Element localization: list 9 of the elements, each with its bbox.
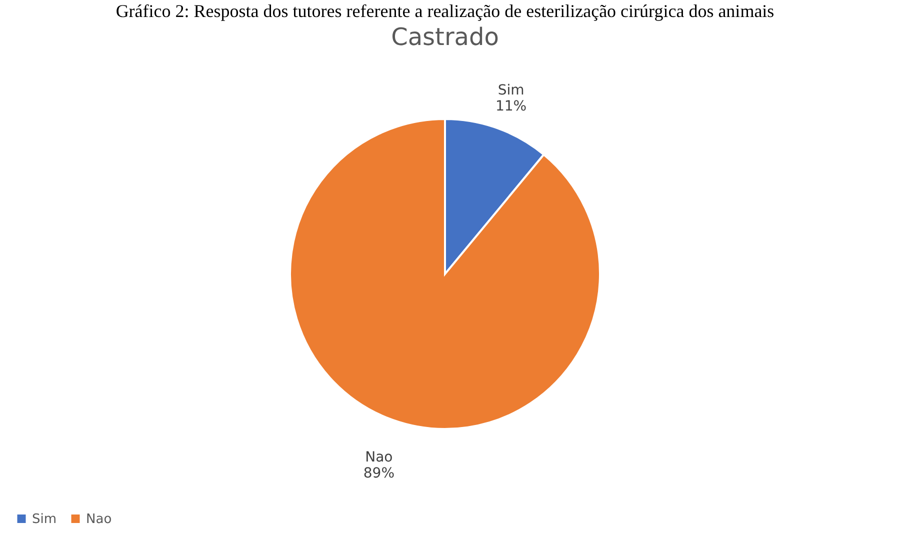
pie-slice xyxy=(289,118,601,430)
slice-label: Nao xyxy=(365,449,393,466)
data-label: 89% xyxy=(363,465,395,482)
data-label: 11% xyxy=(495,98,527,115)
chart-title: Castrado xyxy=(391,23,499,51)
slice-label: Sim xyxy=(498,82,524,99)
legend-label: Nao xyxy=(86,512,112,527)
text: Gráfico 2: Resposta dos tutores referente a realização de esterilização cirúrgica dos animais xyxy=(116,1,774,21)
legend-label: Sim xyxy=(32,512,57,527)
